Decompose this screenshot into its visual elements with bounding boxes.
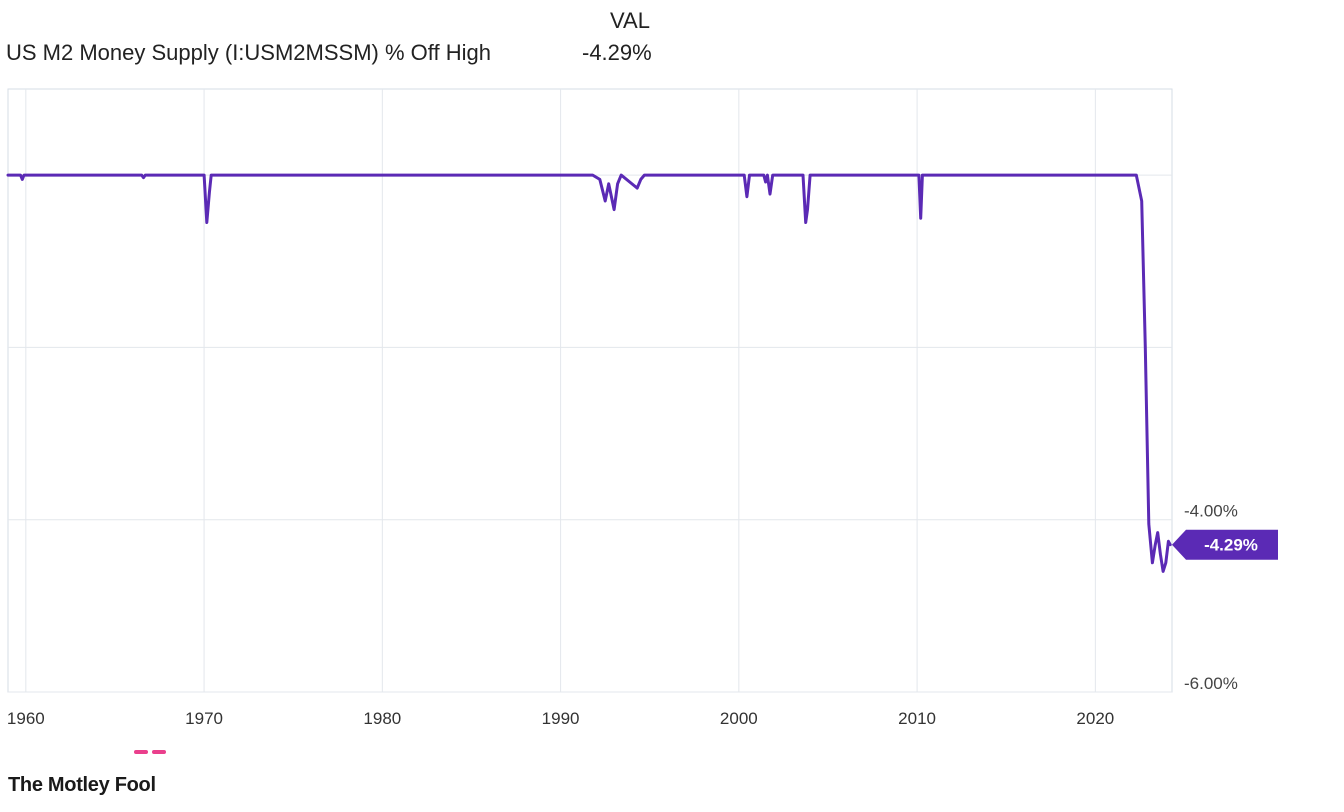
current-value-label: -4.29% bbox=[1204, 536, 1258, 555]
legend-series-name[interactable]: US M2 Money Supply (I:USM2MSSM) % Off Hi… bbox=[6, 40, 491, 65]
legend-value-header: VAL bbox=[610, 8, 650, 33]
brand-logo: The Motley Fool bbox=[8, 774, 156, 796]
y-tick-label: -4.00% bbox=[1184, 502, 1238, 521]
legend-current-value: -4.29% bbox=[582, 40, 652, 65]
y-axis-ticks: -4.00% -6.00% bbox=[1184, 502, 1238, 693]
chart-series bbox=[6, 173, 1172, 573]
x-tick-label: 1970 bbox=[185, 709, 223, 728]
brand-mark-icon bbox=[134, 750, 170, 762]
plot-border bbox=[7, 88, 1173, 693]
chart-grid bbox=[7, 88, 1173, 693]
x-tick-label: 1990 bbox=[542, 709, 580, 728]
x-tick-label: 2010 bbox=[898, 709, 936, 728]
x-tick-label: 2000 bbox=[720, 709, 758, 728]
x-tick-label: 1960 bbox=[7, 709, 45, 728]
x-tick-label: 1980 bbox=[363, 709, 401, 728]
x-axis-ticks: 1960 1970 1980 1990 2000 2010 2020 bbox=[7, 709, 1114, 728]
series-line bbox=[6, 173, 1172, 573]
current-value-marker: -4.29% bbox=[1172, 529, 1278, 560]
current-value-badge bbox=[1172, 529, 1278, 560]
y-tick-label: -6.00% bbox=[1184, 674, 1238, 693]
x-tick-label: 2020 bbox=[1076, 709, 1114, 728]
